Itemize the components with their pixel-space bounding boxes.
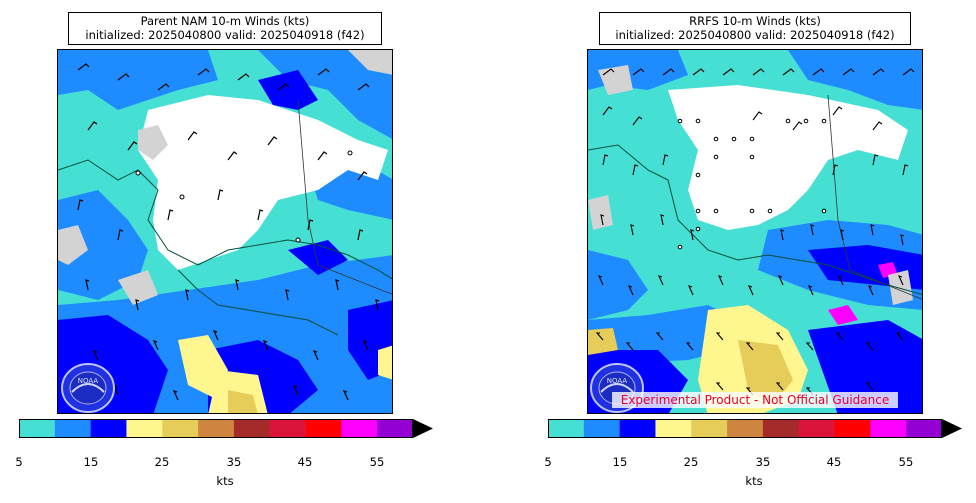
right-panel: RRFS 10-m Winds (kts) initialized: 20250… (488, 0, 976, 503)
colorbar-swatch (548, 419, 585, 438)
left-wind-map (57, 49, 393, 414)
colorbar-tick: 25 (154, 455, 170, 469)
colorbar-swatch (619, 419, 656, 438)
colorbar-extend-arrow (413, 419, 433, 438)
right-map-title: RRFS 10-m Winds (kts) initialized: 20250… (599, 12, 911, 45)
svg-text:NOAA: NOAA (78, 377, 99, 385)
colorbar-tick: 25 (683, 455, 699, 469)
right-wind-field (588, 50, 922, 413)
colorbar-swatch (19, 419, 56, 438)
colorbar-swatch (341, 419, 378, 438)
colorbar-swatch (198, 419, 235, 438)
right-colorbar (548, 419, 962, 438)
colorbar-swatch (583, 419, 620, 438)
colorbar-tick: 45 (297, 455, 313, 469)
right-colorbar-swatches (548, 419, 962, 438)
colorbar-swatch (762, 419, 800, 438)
colorbar-swatch (126, 419, 163, 438)
left-colorbar-swatches (19, 419, 433, 438)
colorbar-swatch (834, 419, 871, 438)
colorbar-swatch (727, 419, 764, 438)
right-wind-map (587, 49, 923, 414)
noaa-logo: NOAA (589, 362, 645, 418)
noaa-logo: NOAA (60, 362, 116, 418)
colorbar-swatch (870, 419, 907, 438)
colorbar-tick: 45 (826, 455, 842, 469)
left-colorbar (19, 419, 433, 438)
right-title-line2: initialized: 2025040800 valid: 202504091… (615, 28, 895, 42)
colorbar-tick: 55 (369, 455, 385, 469)
colorbar-swatch (54, 419, 91, 438)
colorbar-tick: 5 (544, 455, 552, 469)
colorbar-swatch (233, 419, 271, 438)
colorbar-units-label: kts (216, 474, 234, 488)
colorbar-border (548, 419, 942, 438)
left-panel: Parent NAM 10-m Winds (kts) initialized:… (15, 12, 433, 488)
colorbar-swatch (305, 419, 342, 438)
colorbar-extend-arrow (942, 419, 962, 438)
colorbar-tick: 35 (226, 455, 242, 469)
colorbar-swatch (269, 419, 306, 438)
colorbar-tick: 15 (83, 455, 99, 469)
svg-text:NOAA: NOAA (607, 377, 628, 385)
left-wind-field (58, 50, 392, 413)
colorbar-tick: 15 (612, 455, 628, 469)
left-title-line1: Parent NAM 10-m Winds (kts) (140, 14, 310, 28)
colorbar-units-label: kts (745, 474, 763, 488)
colorbar-border (19, 419, 413, 438)
colorbar-tick: 5 (15, 455, 23, 469)
colorbar-swatch (906, 419, 943, 438)
colorbar-swatch (655, 419, 692, 438)
colorbar-tick: 55 (898, 455, 914, 469)
colorbar-tick: 35 (755, 455, 771, 469)
colorbar-swatch (90, 419, 127, 438)
right-title-line1: RRFS 10-m Winds (kts) (689, 14, 821, 28)
colorbar-swatch (162, 419, 199, 438)
left-map-title: Parent NAM 10-m Winds (kts) initialized:… (68, 12, 382, 45)
colorbar-swatch (377, 419, 414, 438)
colorbar-swatch (691, 419, 728, 438)
colorbar-swatch (798, 419, 835, 438)
experimental-disclaimer: Experimental Product - Not Official Guid… (612, 392, 898, 408)
left-title-line2: initialized: 2025040800 valid: 202504091… (85, 28, 365, 42)
